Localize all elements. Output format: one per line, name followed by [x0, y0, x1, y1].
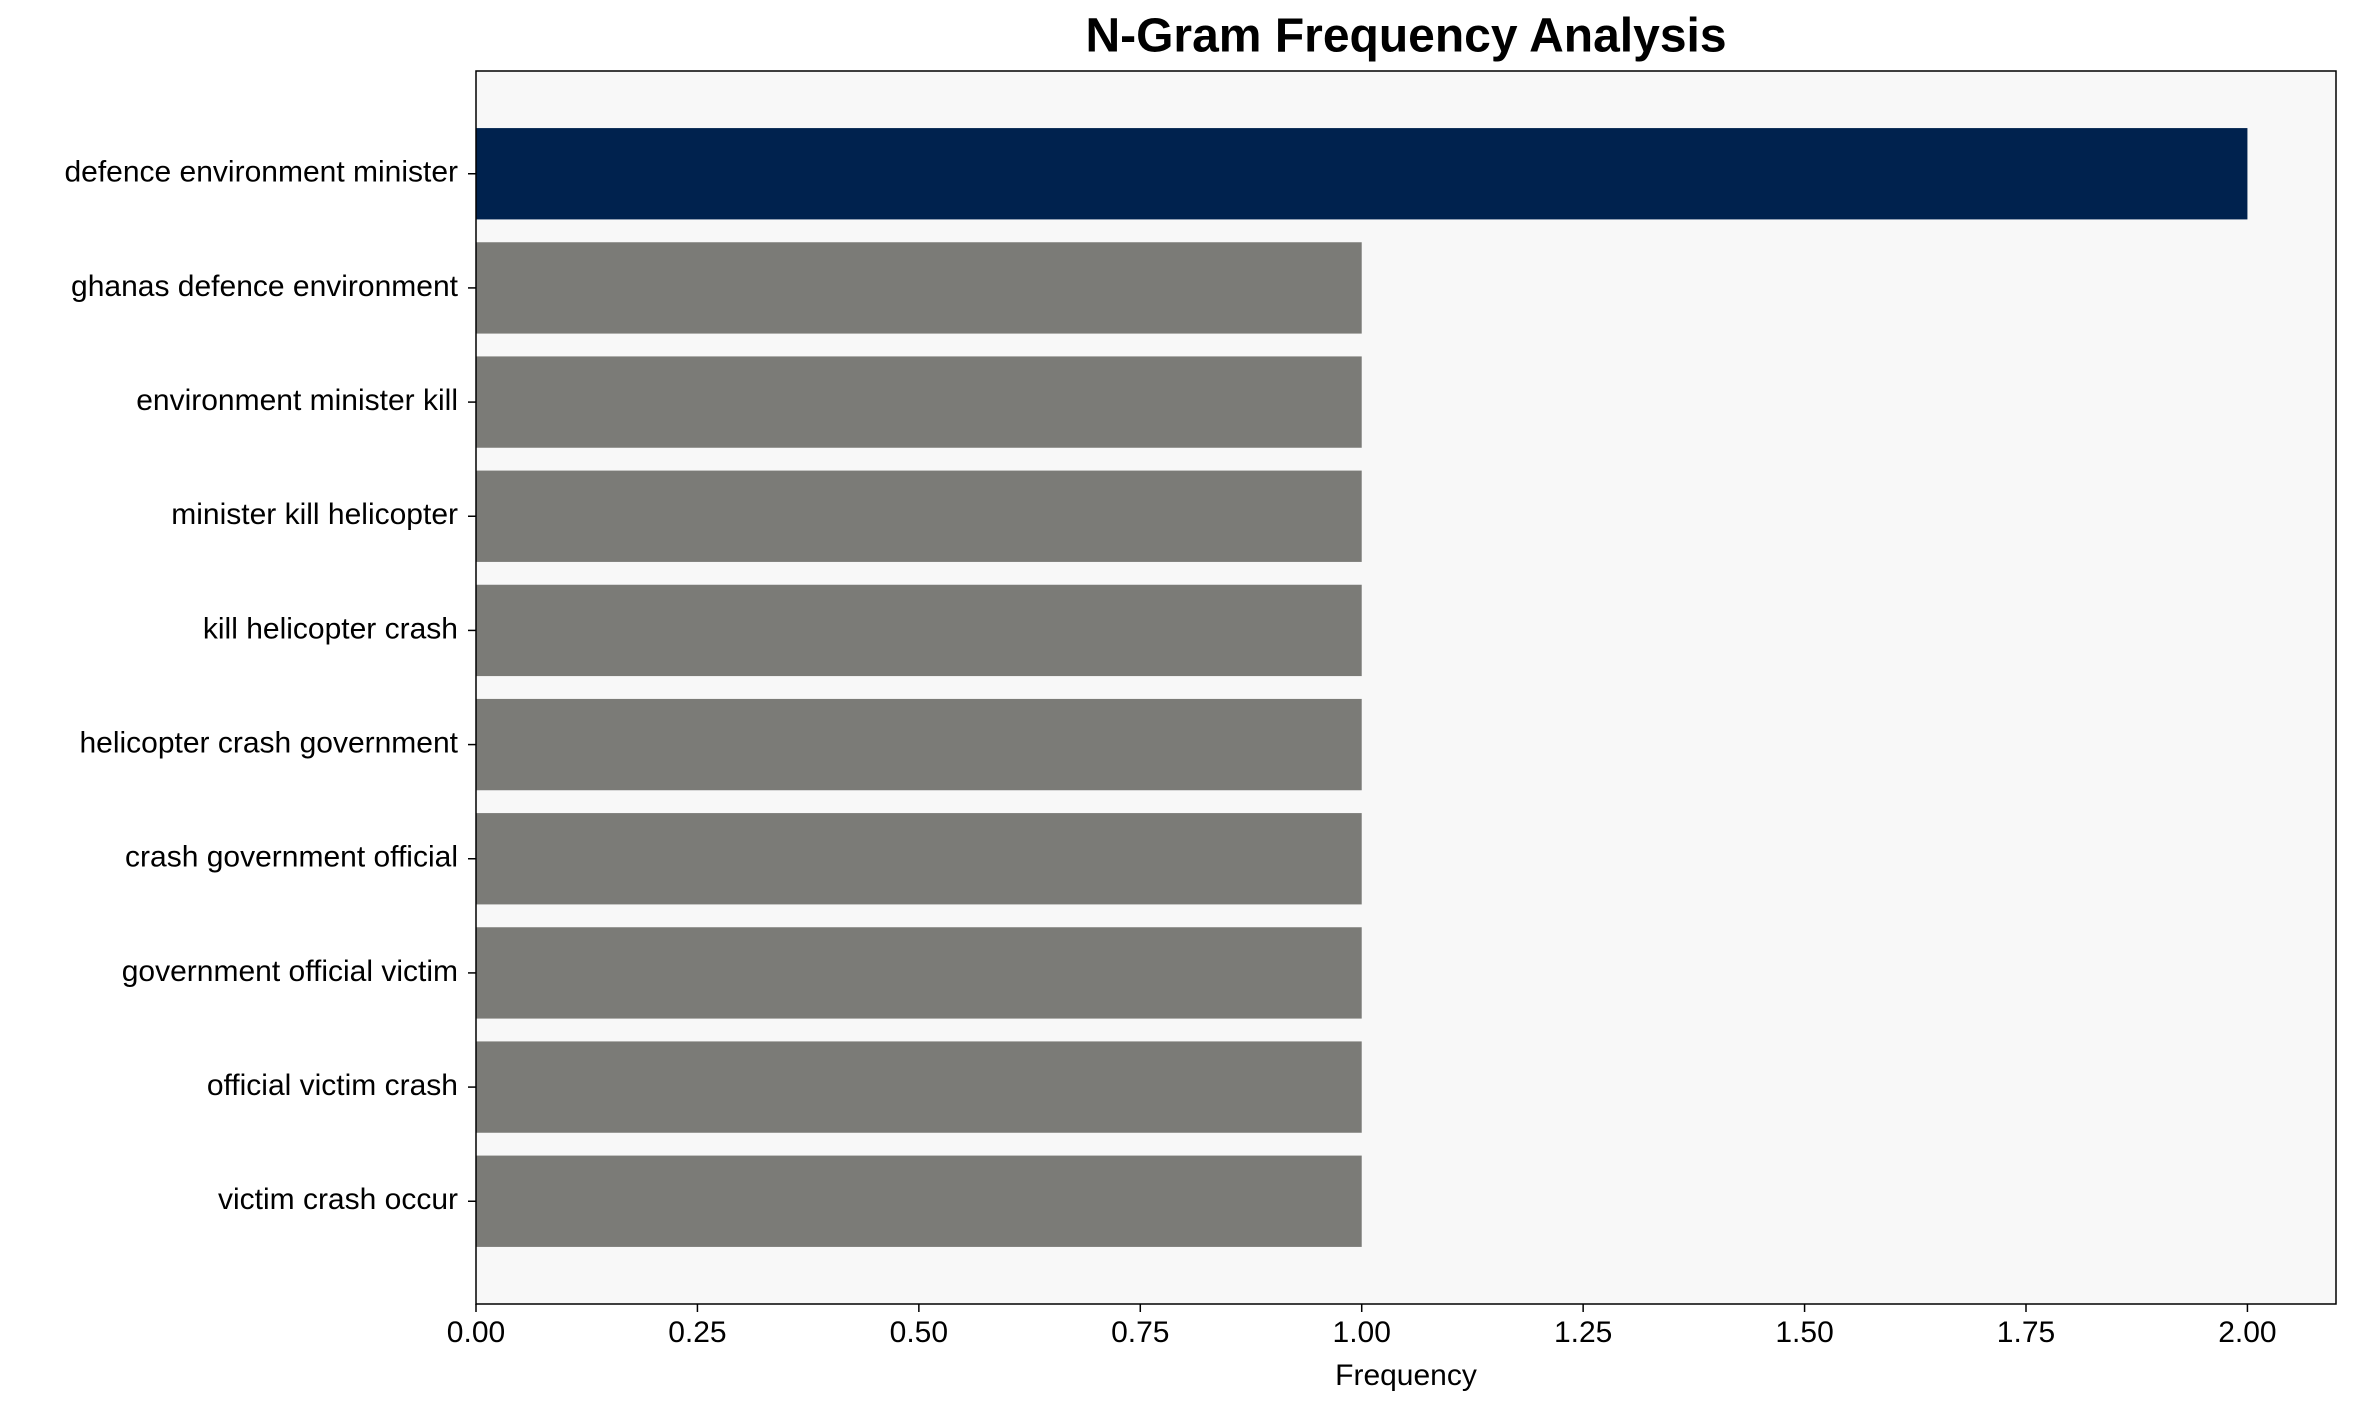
bar: [476, 242, 1362, 334]
y-tick-label: helicopter crash government: [79, 727, 458, 760]
bar: [476, 698, 1362, 791]
x-tick-label: 1.75: [1997, 1316, 2055, 1349]
y-tick-label: government official victim: [122, 955, 458, 988]
x-tick-label: 1.50: [1775, 1316, 1833, 1349]
bar: [476, 1155, 1362, 1247]
x-tick-label: 0.50: [890, 1316, 948, 1349]
y-tick-label: kill helicopter crash: [203, 612, 458, 645]
y-tick-label: victim crash occur: [218, 1183, 458, 1216]
x-tick-label: 0.25: [668, 1316, 726, 1349]
bar: [476, 128, 2248, 220]
y-tick-label: ghanas defence environment: [71, 270, 459, 303]
bar: [476, 1041, 1362, 1133]
plot-frame: [475, 70, 2337, 1305]
x-tick-label: 0.75: [1111, 1316, 1169, 1349]
y-tick-label: crash government official: [125, 841, 458, 874]
y-tick-label: environment minister kill: [136, 384, 458, 417]
bar: [476, 813, 1362, 905]
bar: [476, 356, 1362, 448]
x-tick-label: 0.00: [447, 1316, 505, 1349]
chart-title: N-Gram Frequency Analysis: [1085, 10, 1726, 63]
x-tick-label: 1.25: [1554, 1316, 1612, 1349]
bar: [476, 927, 1362, 1019]
y-tick-label: defence environment minister: [64, 156, 458, 189]
bar: [476, 584, 1362, 677]
x-tick-label: 1.00: [1333, 1316, 1391, 1349]
y-tick-label: minister kill helicopter: [171, 498, 458, 531]
x-axis-label: Frequency: [1335, 1359, 1477, 1392]
y-tick-label: official victim crash: [207, 1069, 458, 1102]
bar: [476, 470, 1362, 562]
x-tick-label: 2.00: [2218, 1316, 2276, 1349]
